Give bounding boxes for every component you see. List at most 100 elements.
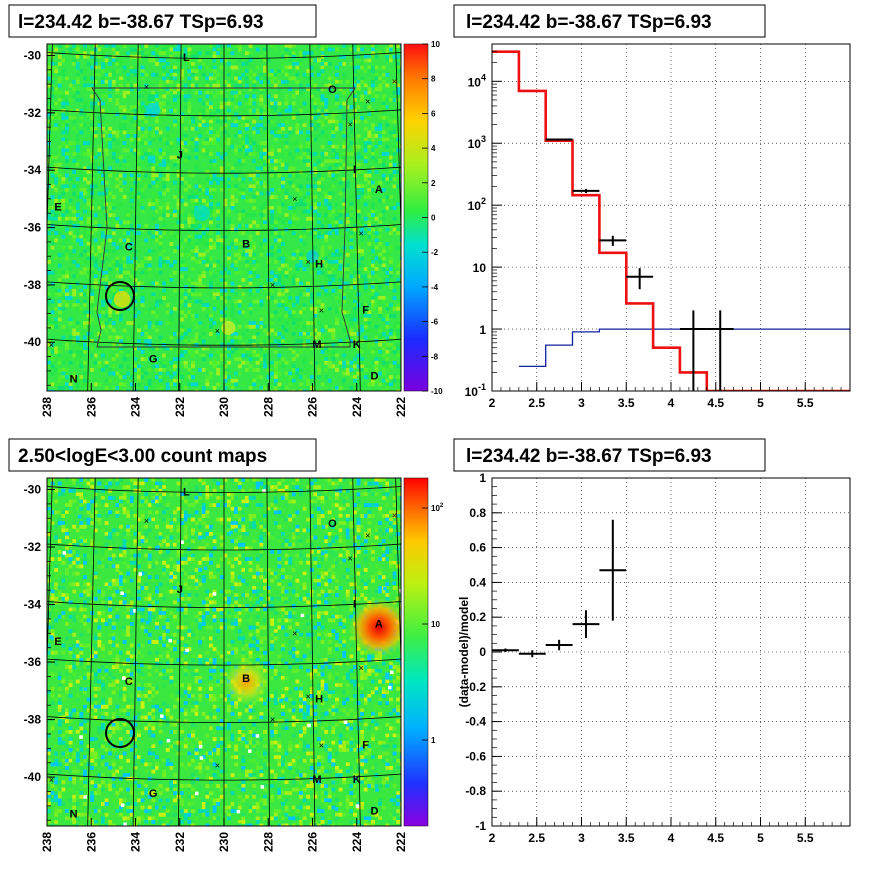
parallel-line <box>47 773 401 781</box>
spectrum-plot-area[interactable] <box>492 44 850 391</box>
residual-series <box>492 519 627 658</box>
x-tick-label: 228 <box>261 832 275 852</box>
colorbar-label: -2 <box>431 248 439 257</box>
residual-blob <box>146 102 161 118</box>
count-map-axes: 238 236 234 232 230 228 226 224 222 -30 -32 -34 -36 -… <box>24 483 408 853</box>
residual-map-pixels <box>47 44 401 391</box>
x-tick-label: 222 <box>394 832 408 852</box>
residual-plot-area[interactable] <box>492 478 850 826</box>
source-marker: × <box>270 280 275 290</box>
source-label-H: H <box>315 259 323 271</box>
y-tick-label: -0.2 <box>465 680 486 694</box>
source-label-E: E <box>54 636 61 648</box>
x-tick-label: 3 <box>578 396 585 410</box>
y-tick-label: -36 <box>24 655 42 669</box>
colorbar-label: 10 <box>431 40 440 49</box>
colorbar-label: 6 <box>431 109 436 118</box>
source-label-G: G <box>149 788 158 800</box>
residual-axes: 2 2.5 3 3.5 4 4.5 5 5.5 1 0.8 0.6 0.4 0.2 0 -0.2 -0.4 -0… <box>465 471 851 845</box>
x-tick-label: 2 <box>489 396 496 410</box>
x-tick-label: 232 <box>173 832 187 852</box>
residual-map-axes: 238 236 234 232 230 228 226 224 222 -30 -32 -34 -36 -… <box>24 48 408 417</box>
count-colorbar <box>403 477 429 827</box>
x-tick-label: 4.5 <box>707 396 724 410</box>
residual-blob <box>221 320 236 335</box>
x-tick-label: 234 <box>129 397 143 417</box>
source-label-J: J <box>177 150 183 162</box>
y-tick-label: -40 <box>24 335 42 349</box>
y-tick-label: -38 <box>24 278 42 292</box>
hotspot-B <box>223 659 269 705</box>
y-tick-label: -32 <box>24 106 42 120</box>
y-tick-label: -0.6 <box>465 749 486 763</box>
parallel-line <box>47 109 401 117</box>
meridian-line <box>352 44 361 391</box>
source-label-A: A <box>375 184 383 196</box>
source-marker: × <box>347 119 352 129</box>
colorbar-label: 2 <box>431 179 436 188</box>
source-labels-2: L O J I A E C B H F M K G D N × × × × × × × × × × × <box>49 486 397 820</box>
y-tick-label: 1 <box>479 471 486 485</box>
source-label-O: O <box>328 518 337 530</box>
source-label-B: B <box>242 239 250 251</box>
x-tick-label: 230 <box>217 832 231 852</box>
x-tick-label: 3.5 <box>618 831 635 845</box>
x-tick-label: 2.5 <box>528 831 545 845</box>
y-tick-label: 0.2 <box>469 610 486 624</box>
parallel-line <box>47 166 401 174</box>
residual-ylabel: (data-model)/model <box>457 597 471 708</box>
meridian-line <box>309 44 316 391</box>
x-tick-label: 224 <box>350 832 364 852</box>
source-label-H: H <box>315 693 323 705</box>
y-tick-label: 0 <box>479 645 486 659</box>
residual-colorbar-ticks: 10 8 6 4 2 0 -2 -4 -6 -8 -10 <box>422 40 443 396</box>
colorbar-label: -6 <box>431 318 439 327</box>
target-circle-2 <box>105 718 135 748</box>
source-label-K: K <box>353 339 361 351</box>
source-label-O: O <box>328 84 337 96</box>
y-tick-label: -34 <box>24 163 42 177</box>
x-tick-label: 4 <box>668 831 675 845</box>
x-tick-label: 238 <box>40 832 54 852</box>
total-model-line <box>492 50 850 391</box>
y-tick-label: 102 <box>468 196 486 213</box>
y-tick-label: -36 <box>24 221 42 235</box>
source-label-I: I <box>353 598 356 610</box>
parallel-line <box>47 281 401 289</box>
source-marker: × <box>215 761 220 771</box>
source-marker: × <box>347 554 352 564</box>
meridian-line <box>309 478 316 826</box>
residual-title: l=234.42 b=-38.67 TSp=6.93 <box>466 446 712 467</box>
source-marker: × <box>270 715 275 725</box>
source-marker: × <box>305 692 310 702</box>
spectrum-series <box>492 50 850 391</box>
meridian-line <box>132 478 139 826</box>
x-tick-label: 4 <box>668 396 675 410</box>
parallel-line <box>47 601 401 608</box>
source-model-line <box>518 328 850 368</box>
colorbar-label: -10 <box>431 387 443 396</box>
residual-map-title: l=234.42 b=-38.67 TSp=6.93 <box>18 12 264 33</box>
parallel-line <box>47 486 401 493</box>
residual-map-graticule <box>47 44 401 391</box>
x-tick-label: 228 <box>261 397 275 417</box>
source-label-N: N <box>70 373 78 385</box>
meridian-line <box>87 478 96 826</box>
source-marker: × <box>215 326 220 336</box>
colorbar-label: 8 <box>431 75 436 84</box>
y-tick-label: -32 <box>24 540 42 554</box>
y-tick-label: -30 <box>24 483 42 497</box>
x-tick-label: 226 <box>306 832 320 852</box>
count-colorbar-ticks: 102 10 1 <box>422 503 444 745</box>
source-label-F: F <box>362 739 369 751</box>
y-tick-label: 0.8 <box>469 506 486 520</box>
meridian-line <box>132 44 139 391</box>
y-tick-label: -0.4 <box>465 715 486 729</box>
x-tick-label: 5 <box>757 396 764 410</box>
hotspot-A <box>348 597 401 658</box>
y-tick-label: 104 <box>468 72 486 89</box>
y-tick-label: 0.4 <box>469 575 486 589</box>
colorbar-label: 0 <box>431 214 436 223</box>
